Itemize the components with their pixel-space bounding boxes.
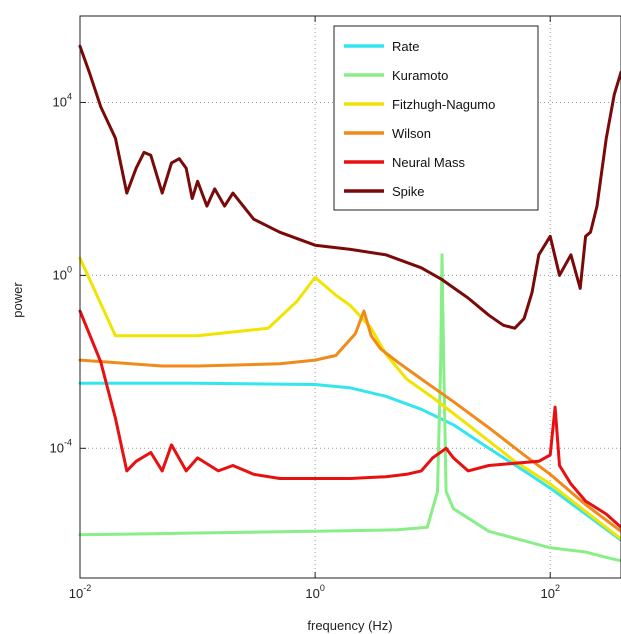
y-axis-label: power xyxy=(10,282,25,318)
legend-label: Kuramoto xyxy=(392,68,448,83)
legend-label: Fitzhugh-Nagumo xyxy=(392,97,495,112)
x-tick-label: 102 xyxy=(540,583,559,601)
legend-label: Spike xyxy=(392,184,425,199)
series-line-neural-mass xyxy=(78,309,621,529)
series-lines xyxy=(78,44,621,563)
series-line-kuramoto xyxy=(78,253,621,563)
series-line-wilson xyxy=(78,309,621,533)
plot-frame xyxy=(79,15,621,579)
x-tick-label: 100 xyxy=(305,583,324,601)
legend: Rate Kuramoto Fitzhugh-Nagumo Wilson Neural … xyxy=(333,25,539,211)
axis-ticks: 10-2 100 102 10-4 100 104 xyxy=(50,16,560,601)
x-axis-label: frequency (Hz) xyxy=(307,618,392,633)
legend-label: Wilson xyxy=(392,126,431,141)
y-tick-label: 104 xyxy=(53,91,72,109)
legend-label: Rate xyxy=(392,39,419,54)
x-tick-label: 10-2 xyxy=(69,583,91,601)
y-tick-label: 10-4 xyxy=(50,437,72,455)
y-tick-label: 100 xyxy=(53,264,72,282)
series-line-spike xyxy=(78,44,621,330)
series-line-rate xyxy=(78,381,621,542)
legend-label: Neural Mass xyxy=(392,155,465,170)
legend-box xyxy=(333,25,539,211)
